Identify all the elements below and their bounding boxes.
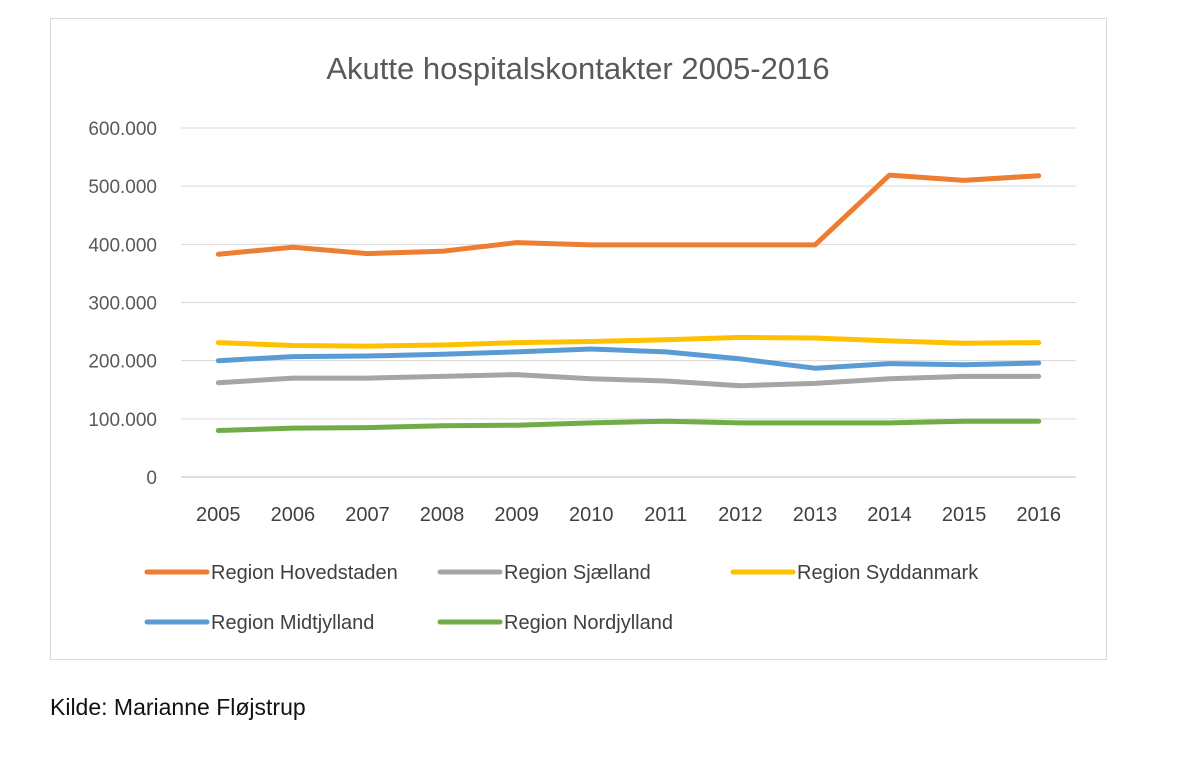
legend-item: Region Sjælland <box>437 562 651 584</box>
x-tick-label: 2011 <box>644 504 687 526</box>
x-tick-label: 2015 <box>942 504 987 526</box>
series-line-5 <box>215 418 1042 433</box>
x-tick-label: 2010 <box>569 504 614 526</box>
x-tick-label: 2007 <box>345 504 390 526</box>
y-tick-label: 600.000 <box>88 119 157 140</box>
series-line-1 <box>215 172 1042 257</box>
x-tick-label: 2009 <box>494 504 539 526</box>
legend-item: Region Midtjylland <box>144 612 374 634</box>
legend-item: Region Hovedstaden <box>144 562 398 584</box>
y-tick-label: 200.000 <box>88 352 157 373</box>
y-tick-label: 500.000 <box>88 177 157 198</box>
legend-label: Region Syddanmark <box>797 562 979 584</box>
line-chart: Akutte hospitalskontakter 2005-2016 0 100… <box>88 51 1076 634</box>
y-tick-label: 400.000 <box>88 235 157 256</box>
x-tick-label: 2013 <box>793 504 838 526</box>
series-line-2 <box>215 372 1042 389</box>
legend: Region Hovedstaden Region Sjælland Region … <box>144 562 979 634</box>
chart-frame: Akutte hospitalskontakter 2005-2016 0 100… <box>50 18 1107 660</box>
source-caption: Kilde: Marianne Fløjstrup <box>50 694 306 720</box>
legend-label: Region Sjælland <box>504 562 651 584</box>
x-tick-label: 2014 <box>867 504 912 526</box>
y-tick-label: 300.000 <box>88 294 157 315</box>
series-line-3 <box>215 334 1042 349</box>
series-line-4 <box>215 346 1042 371</box>
y-tick-label: 0 <box>146 468 157 489</box>
legend-label: Region Midtjylland <box>211 612 374 634</box>
legend-item: Region Nordjylland <box>437 612 673 634</box>
y-tick-label: 100.000 <box>88 410 157 431</box>
series-lines <box>215 172 1042 433</box>
x-tick-label: 2008 <box>420 504 465 526</box>
y-axis-tick-labels: 0 100.000 200.000 300.000 400.000 500.000 600.… <box>88 119 157 489</box>
chart-title: Akutte hospitalskontakter 2005-2016 <box>326 51 829 86</box>
legend-label: Region Hovedstaden <box>211 562 398 584</box>
legend-label: Region Nordjylland <box>504 612 673 634</box>
x-tick-label: 2006 <box>271 504 316 526</box>
legend-item: Region Syddanmark <box>730 562 979 584</box>
x-tick-label: 2012 <box>718 504 763 526</box>
x-axis-tick-labels: 2005 2006 2007 2008 2009 2010 2011 2012 2013 2014… <box>196 504 1061 526</box>
x-tick-label: 2016 <box>1016 504 1061 526</box>
x-tick-label: 2005 <box>196 504 241 526</box>
